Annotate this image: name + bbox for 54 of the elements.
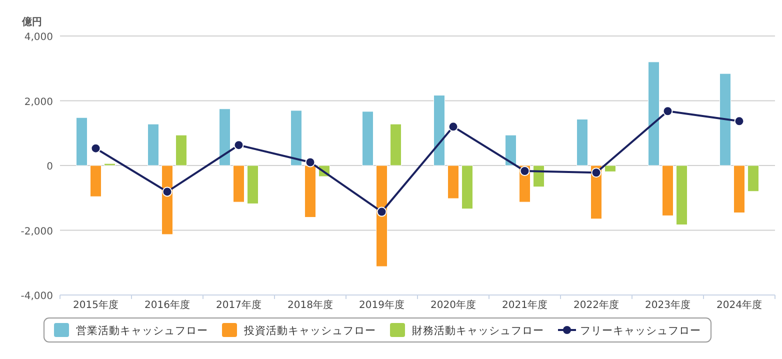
bar xyxy=(533,165,544,188)
y-axis-title: 億円 xyxy=(21,16,42,28)
bar xyxy=(434,94,445,166)
point xyxy=(520,166,530,176)
bar xyxy=(662,165,674,216)
x-tick-label: 2017年度 xyxy=(216,299,262,311)
point xyxy=(662,106,673,116)
x-tick-label: 2022年度 xyxy=(574,299,619,311)
legend-label: 財務活動キャッシュフロー xyxy=(412,325,544,337)
legend-label: 営業活動キャッシュフロー xyxy=(76,324,208,337)
point xyxy=(234,140,244,150)
bar xyxy=(505,134,516,166)
x-tick-label: 2019年度 xyxy=(359,299,404,311)
bar xyxy=(290,110,302,166)
bar xyxy=(576,118,588,166)
bar xyxy=(748,165,759,192)
bar xyxy=(176,134,187,166)
bar xyxy=(604,165,616,172)
point xyxy=(376,206,387,217)
bar xyxy=(676,165,688,225)
bar xyxy=(362,111,374,166)
bar xyxy=(734,165,745,214)
bar xyxy=(76,117,88,166)
bar xyxy=(648,62,660,166)
y-tick-label: -4,000 xyxy=(20,291,53,302)
bar xyxy=(376,165,388,267)
bar xyxy=(148,124,159,166)
bar xyxy=(390,124,402,166)
y-tick-label: 2,000 xyxy=(24,96,53,108)
y-tick-label: 4,000 xyxy=(24,32,53,43)
bar xyxy=(448,165,459,199)
x-tick-label: 2016年度 xyxy=(144,299,190,311)
y-tick-label: -2,000 xyxy=(20,226,53,238)
legend-label: フリーキャッシュフロー xyxy=(580,325,701,337)
y-tick-label: 0 xyxy=(46,162,53,172)
x-tick-label: 2015年度 xyxy=(73,299,118,311)
bar xyxy=(90,165,102,197)
x-tick-label: 2018年度 xyxy=(288,299,333,311)
point xyxy=(90,143,101,154)
point xyxy=(305,157,316,168)
bar xyxy=(720,73,731,166)
bar xyxy=(462,165,473,210)
point xyxy=(734,116,744,126)
bar xyxy=(219,108,230,166)
bar xyxy=(233,165,244,202)
x-tick-label: 2020年度 xyxy=(430,299,476,311)
point xyxy=(448,122,458,132)
x-tick-label: 2023年度 xyxy=(645,299,690,311)
point xyxy=(591,168,602,178)
legend-label: 投資活動キャッシュフロー xyxy=(243,325,376,337)
point xyxy=(162,186,172,197)
x-tick-label: 2024年度 xyxy=(716,299,762,311)
bar xyxy=(247,165,258,204)
x-tick-label: 2021年度 xyxy=(502,299,548,311)
